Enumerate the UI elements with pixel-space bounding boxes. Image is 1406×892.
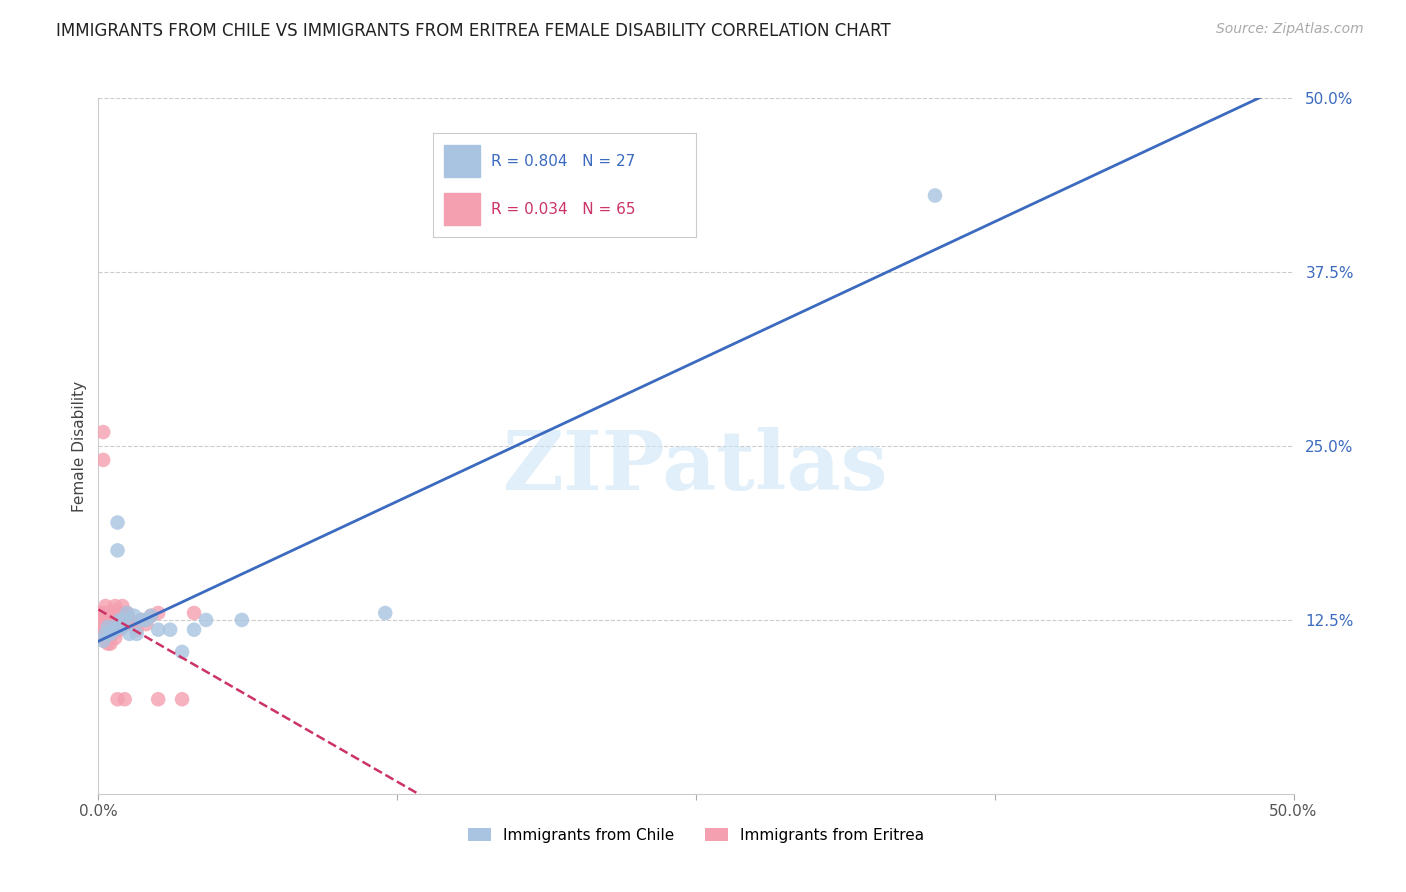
Point	[131, 613, 153, 627]
Point	[94, 620, 117, 634]
Text: IMMIGRANTS FROM CHILE VS IMMIGRANTS FROM ERITREA FEMALE DISABILITY CORRELATION C: IMMIGRANTS FROM CHILE VS IMMIGRANTS FROM…	[56, 22, 891, 40]
Point	[107, 543, 129, 558]
Point	[101, 620, 124, 634]
Point	[115, 606, 138, 620]
Point	[111, 608, 134, 623]
Point	[107, 606, 129, 620]
Point	[114, 692, 136, 706]
Point	[108, 620, 131, 634]
Point	[139, 608, 162, 623]
Point	[108, 613, 131, 627]
Point	[104, 623, 127, 637]
Point	[121, 617, 143, 632]
Point	[195, 613, 218, 627]
Point	[98, 608, 122, 623]
Point	[924, 188, 946, 202]
Point	[114, 606, 136, 620]
Point	[98, 627, 122, 641]
Point	[91, 606, 114, 620]
Point	[114, 613, 136, 627]
Point	[94, 623, 117, 637]
Point	[97, 613, 120, 627]
Point	[104, 631, 127, 645]
Point	[101, 627, 124, 641]
Point	[91, 633, 114, 648]
Point	[115, 608, 138, 623]
Point	[97, 608, 120, 623]
Point	[97, 637, 120, 651]
Point	[104, 608, 127, 623]
Point	[131, 613, 153, 627]
Point	[108, 606, 131, 620]
Point	[98, 613, 122, 627]
Point	[107, 692, 129, 706]
Point	[124, 620, 146, 634]
Point	[125, 623, 148, 637]
Point	[159, 623, 181, 637]
Point	[108, 623, 131, 637]
Point	[374, 606, 396, 620]
Point	[148, 606, 170, 620]
Point	[139, 608, 162, 623]
Point	[101, 613, 124, 627]
Point	[107, 608, 129, 623]
Point	[94, 608, 117, 623]
Point	[90, 606, 112, 620]
Point	[94, 599, 117, 613]
Point	[101, 623, 124, 637]
Point	[111, 620, 134, 634]
Point	[115, 606, 138, 620]
Point	[183, 623, 205, 637]
Point	[98, 623, 122, 637]
Text: Source: ZipAtlas.com: Source: ZipAtlas.com	[1216, 22, 1364, 37]
Point	[118, 613, 141, 627]
Point	[91, 453, 114, 467]
Point	[104, 617, 127, 632]
Point	[101, 606, 124, 620]
Point	[104, 603, 127, 617]
Y-axis label: Female Disability: Female Disability	[72, 380, 87, 512]
Point	[94, 627, 117, 641]
Point	[94, 613, 117, 627]
Point	[98, 606, 122, 620]
Point	[101, 608, 124, 623]
Point	[90, 620, 112, 634]
Point	[183, 606, 205, 620]
Point	[124, 608, 146, 623]
Point	[97, 606, 120, 620]
Point	[148, 692, 170, 706]
Point	[108, 613, 131, 627]
Point	[91, 425, 114, 439]
Point	[118, 627, 141, 641]
Point	[104, 623, 127, 637]
Point	[97, 620, 120, 634]
Point	[135, 617, 157, 632]
Point	[98, 637, 122, 651]
Point	[97, 620, 120, 634]
Point	[98, 620, 122, 634]
Point	[97, 631, 120, 645]
Point	[231, 613, 253, 627]
Point	[125, 627, 148, 641]
Point	[107, 516, 129, 530]
Point	[98, 627, 122, 641]
Point	[172, 645, 194, 659]
Legend: Immigrants from Chile, Immigrants from Eritrea: Immigrants from Chile, Immigrants from E…	[461, 822, 931, 849]
Text: ZIPatlas: ZIPatlas	[503, 427, 889, 507]
Point	[104, 613, 127, 627]
Point	[111, 599, 134, 613]
Point	[94, 633, 117, 648]
Point	[148, 623, 170, 637]
Point	[107, 620, 129, 634]
Point	[101, 623, 124, 637]
Point	[111, 620, 134, 634]
Point	[97, 627, 120, 641]
Point	[135, 613, 157, 627]
Point	[91, 627, 114, 641]
Point	[91, 608, 114, 623]
Point	[172, 692, 194, 706]
Point	[104, 599, 127, 613]
